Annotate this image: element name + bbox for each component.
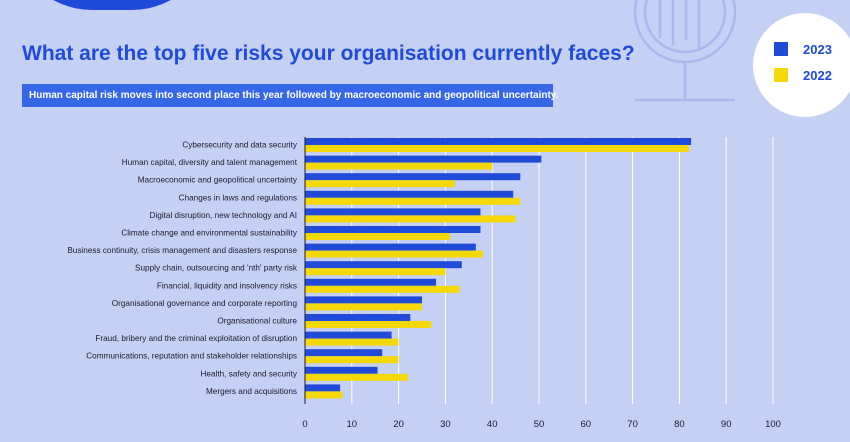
- category-label: Fraud, bribery and the criminal exploita…: [95, 334, 297, 343]
- category-label: Communications, reputation and stakehold…: [86, 352, 297, 361]
- x-tick-label: 60: [581, 419, 592, 430]
- category-label: Financial, liquidity and insolvency risk…: [157, 281, 297, 290]
- bar-2023: [305, 278, 437, 286]
- category-label: Health, safety and security: [201, 369, 298, 378]
- bar-2023: [305, 331, 392, 339]
- bar-2023: [305, 296, 422, 304]
- category-label: Macroeconomic and geopolitical uncertain…: [138, 176, 298, 185]
- legend: 2023 2022: [753, 13, 850, 117]
- x-tick-label: 50: [534, 419, 545, 430]
- legend-label-2023: 2023: [803, 41, 832, 57]
- decorative-magnifier-graphic: [633, 0, 737, 102]
- bar-2022: [305, 303, 422, 311]
- category-label: Business continuity, crisis management a…: [67, 246, 297, 255]
- bar-2022: [305, 338, 399, 346]
- category-label: Organisational culture: [217, 317, 297, 326]
- legend-item-2023: 2023: [774, 41, 832, 57]
- bar-2022: [305, 285, 460, 293]
- bar-2023: [305, 261, 462, 269]
- x-tick-label: 90: [721, 419, 732, 430]
- x-tick-label: 100: [765, 419, 781, 430]
- bar-2022: [305, 233, 451, 240]
- bar-2023: [305, 208, 481, 216]
- x-tick-label: 0: [302, 419, 307, 430]
- bar-2023: [305, 173, 521, 181]
- legend-item-2022: 2022: [774, 67, 832, 83]
- bar-2022: [305, 356, 399, 364]
- bar-2023: [305, 243, 476, 251]
- category-label: Human capital, diversity and talent mana…: [122, 158, 298, 167]
- bar-2023: [305, 190, 514, 198]
- legend-label-2022: 2022: [803, 67, 832, 83]
- x-tick-label: 10: [347, 419, 358, 430]
- legend-swatch-2023: [774, 42, 788, 56]
- category-label: Changes in laws and regulations: [179, 193, 297, 202]
- bar-2022: [305, 145, 689, 152]
- bar-2023: [305, 366, 378, 374]
- bar-2022: [305, 180, 455, 188]
- bar-2022: [305, 197, 521, 205]
- chart-subtitle: Human capital risk moves into second pla…: [22, 84, 558, 107]
- category-label: Digital disruption, new technology and A…: [150, 211, 297, 220]
- category-label: Mergers and acquisitions: [206, 387, 297, 396]
- bar-2023: [305, 226, 481, 233]
- legend-swatch-2022: [774, 68, 788, 82]
- x-tick-label: 30: [440, 419, 451, 430]
- category-label: Cybersecurity and data security: [182, 141, 298, 150]
- bar-2022: [305, 391, 343, 399]
- bar-2022: [305, 162, 493, 170]
- category-label: Climate change and environmental sustain…: [121, 229, 298, 238]
- bar-2023: [305, 155, 542, 163]
- x-tick-label: 70: [627, 419, 638, 430]
- bar-2022: [305, 250, 483, 258]
- bar-2022: [305, 373, 408, 381]
- x-tick-label: 20: [393, 419, 404, 430]
- bar-2023: [305, 349, 383, 357]
- decorative-circle: [12, 0, 212, 10]
- bar-2022: [305, 321, 432, 328]
- category-label: Organisational governance and corporate …: [112, 299, 298, 308]
- x-tick-label: 40: [487, 419, 498, 430]
- bar-2023: [305, 384, 341, 392]
- x-tick-label: 80: [674, 419, 685, 430]
- category-label: Supply chain, outsourcing and 'nth' part…: [135, 264, 298, 273]
- bar-2023: [305, 314, 411, 321]
- bar-2022: [305, 215, 516, 223]
- bar-2022: [305, 268, 446, 276]
- chart-title: What are the top five risks your organis…: [22, 42, 635, 65]
- bar-2023: [305, 138, 692, 145]
